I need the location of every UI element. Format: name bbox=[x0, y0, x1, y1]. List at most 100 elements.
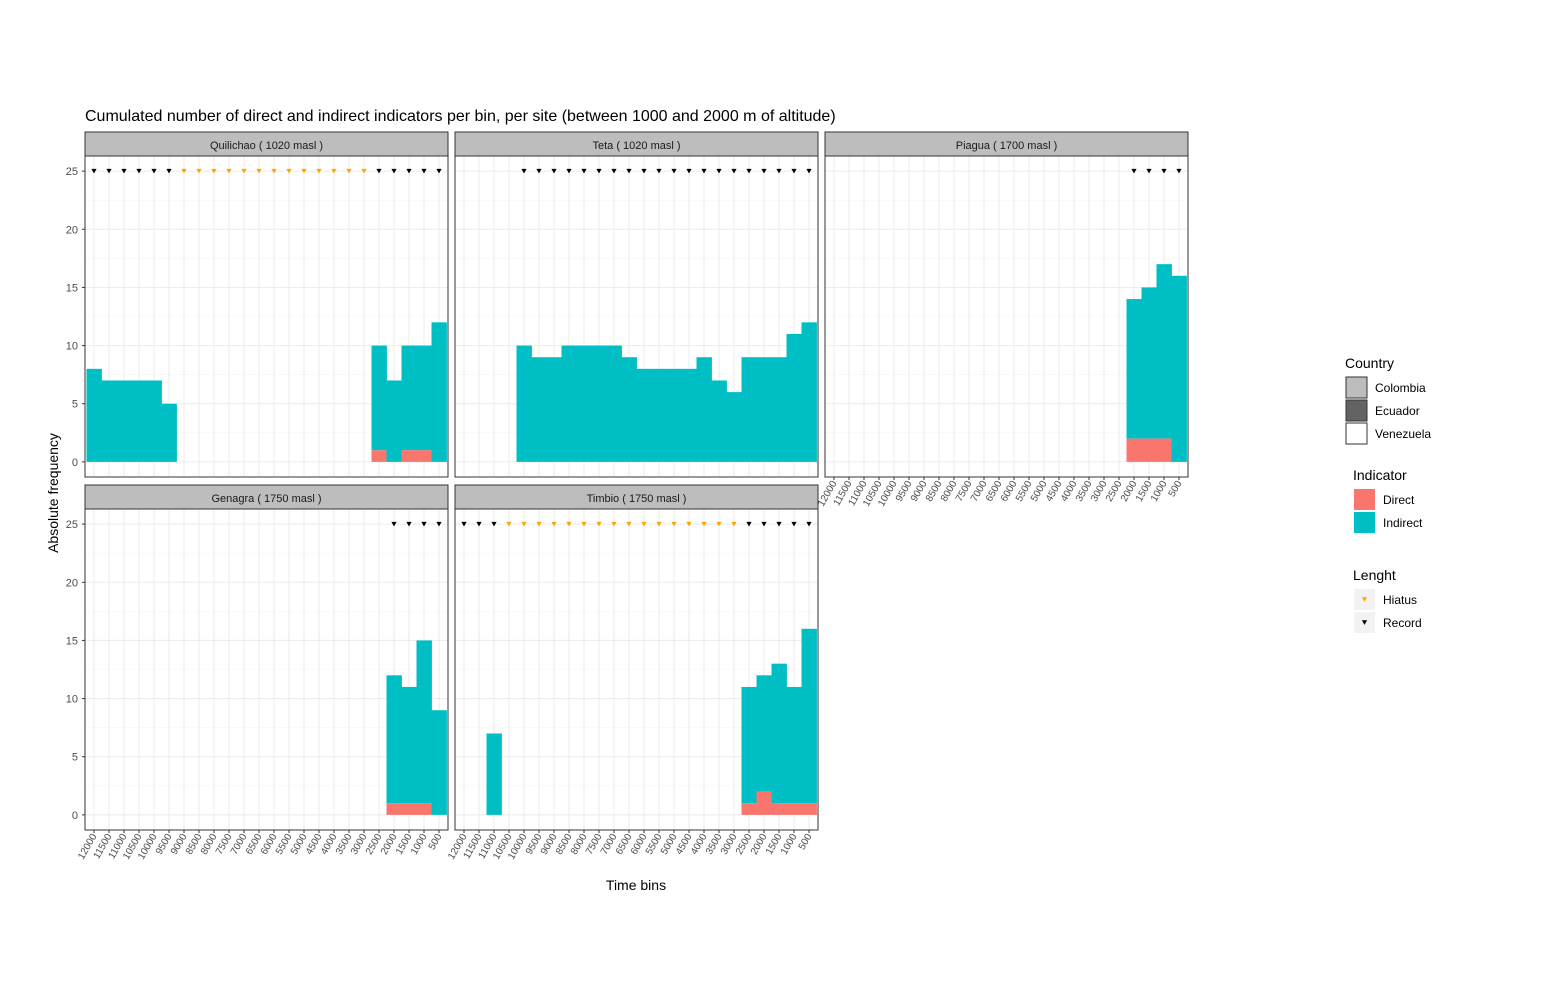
bar-indirect bbox=[591, 345, 607, 462]
record-marker bbox=[1146, 168, 1152, 174]
bar-indirect bbox=[681, 368, 697, 462]
record-marker bbox=[701, 168, 707, 174]
y-axis-title: Absolute frequency bbox=[45, 433, 61, 553]
bar-direct bbox=[801, 803, 817, 815]
bar-indirect bbox=[711, 380, 727, 462]
hiatus-marker bbox=[566, 521, 572, 527]
record-marker bbox=[406, 521, 412, 527]
record-marker bbox=[776, 168, 782, 174]
hiatus-marker bbox=[581, 521, 587, 527]
bar-indirect bbox=[756, 675, 772, 792]
chart-title: Cumulated number of direct and indirect … bbox=[85, 108, 836, 125]
record-marker bbox=[761, 521, 767, 527]
hiatus-marker bbox=[686, 521, 692, 527]
panel-border bbox=[84, 508, 449, 831]
record-marker bbox=[656, 168, 662, 174]
record-marker bbox=[791, 521, 797, 527]
bar-indirect bbox=[401, 686, 417, 804]
y-tick-label: 5 bbox=[72, 399, 78, 411]
bar-indirect bbox=[636, 368, 652, 462]
record-marker bbox=[106, 168, 112, 174]
record-marker bbox=[476, 521, 482, 527]
record-marker bbox=[806, 521, 812, 527]
record-marker bbox=[806, 168, 812, 174]
bar-indirect bbox=[696, 357, 712, 462]
bar-indirect bbox=[416, 345, 432, 451]
record-marker bbox=[491, 521, 497, 527]
record-marker bbox=[746, 168, 752, 174]
bar-indirect bbox=[576, 345, 592, 462]
record-marker bbox=[391, 521, 397, 527]
bar-direct bbox=[371, 450, 387, 462]
record-marker bbox=[391, 168, 397, 174]
bar-indirect bbox=[546, 357, 562, 462]
bar-direct bbox=[1156, 438, 1172, 462]
bar-direct bbox=[786, 803, 802, 815]
legend-label: Indirect bbox=[1383, 516, 1423, 530]
y-tick-label: 0 bbox=[72, 810, 78, 822]
record-marker bbox=[551, 168, 557, 174]
record-marker bbox=[566, 168, 572, 174]
legend-label: Ecuador bbox=[1375, 404, 1420, 418]
hiatus-marker bbox=[611, 521, 617, 527]
bar-indirect bbox=[101, 380, 117, 462]
legend-title: Lenght bbox=[1353, 567, 1396, 583]
panel-border bbox=[824, 155, 1189, 478]
legend-marker bbox=[1361, 597, 1368, 602]
bar-indirect bbox=[771, 357, 787, 462]
record-marker bbox=[731, 168, 737, 174]
hiatus-marker bbox=[286, 168, 292, 174]
record-marker bbox=[376, 168, 382, 174]
x-axis-title: Time bins bbox=[606, 877, 666, 893]
hiatus-marker bbox=[656, 521, 662, 527]
panel-border bbox=[454, 155, 819, 478]
bar-indirect bbox=[161, 403, 177, 462]
hiatus-marker bbox=[331, 168, 337, 174]
hiatus-marker bbox=[551, 521, 557, 527]
record-marker bbox=[761, 168, 767, 174]
record-marker bbox=[641, 168, 647, 174]
legend-label: Venezuela bbox=[1375, 427, 1431, 441]
bar-indirect bbox=[371, 345, 387, 451]
record-marker bbox=[671, 168, 677, 174]
hiatus-marker bbox=[536, 521, 542, 527]
record-marker bbox=[421, 521, 427, 527]
bar-indirect bbox=[1141, 287, 1157, 439]
bar-indirect bbox=[401, 345, 417, 451]
hiatus-marker bbox=[316, 168, 322, 174]
record-marker bbox=[1161, 168, 1167, 174]
bar-indirect bbox=[146, 380, 162, 462]
hiatus-marker bbox=[361, 168, 367, 174]
legend-title: Country bbox=[1345, 355, 1394, 371]
hiatus-marker bbox=[241, 168, 247, 174]
hiatus-marker bbox=[701, 521, 707, 527]
bar-indirect bbox=[801, 322, 817, 462]
record-marker bbox=[406, 168, 412, 174]
bar-direct bbox=[416, 450, 432, 462]
hiatus-marker bbox=[641, 521, 647, 527]
y-tick-label: 25 bbox=[66, 519, 78, 531]
bar-indirect bbox=[786, 333, 802, 462]
record-marker bbox=[581, 168, 587, 174]
hiatus-marker bbox=[671, 521, 677, 527]
legend-title: Indicator bbox=[1353, 467, 1407, 483]
bar-indirect bbox=[606, 345, 622, 462]
y-tick-label: 20 bbox=[66, 224, 78, 236]
record-marker bbox=[136, 168, 142, 174]
x-tick-label: 500 bbox=[797, 832, 815, 852]
legend-label: Colombia bbox=[1375, 381, 1426, 395]
legend-label: Record bbox=[1383, 616, 1422, 630]
hiatus-marker bbox=[256, 168, 262, 174]
facet-label: Piagua ( 1700 masl ) bbox=[956, 140, 1058, 152]
bar-indirect bbox=[1171, 275, 1187, 462]
y-tick-label: 15 bbox=[66, 282, 78, 294]
legend-label: Direct bbox=[1383, 493, 1415, 507]
record-marker bbox=[791, 168, 797, 174]
record-marker bbox=[421, 168, 427, 174]
hiatus-marker bbox=[181, 168, 187, 174]
hiatus-marker bbox=[596, 521, 602, 527]
facet-strip bbox=[84, 131, 449, 157]
bar-indirect bbox=[621, 357, 637, 462]
record-marker bbox=[596, 168, 602, 174]
